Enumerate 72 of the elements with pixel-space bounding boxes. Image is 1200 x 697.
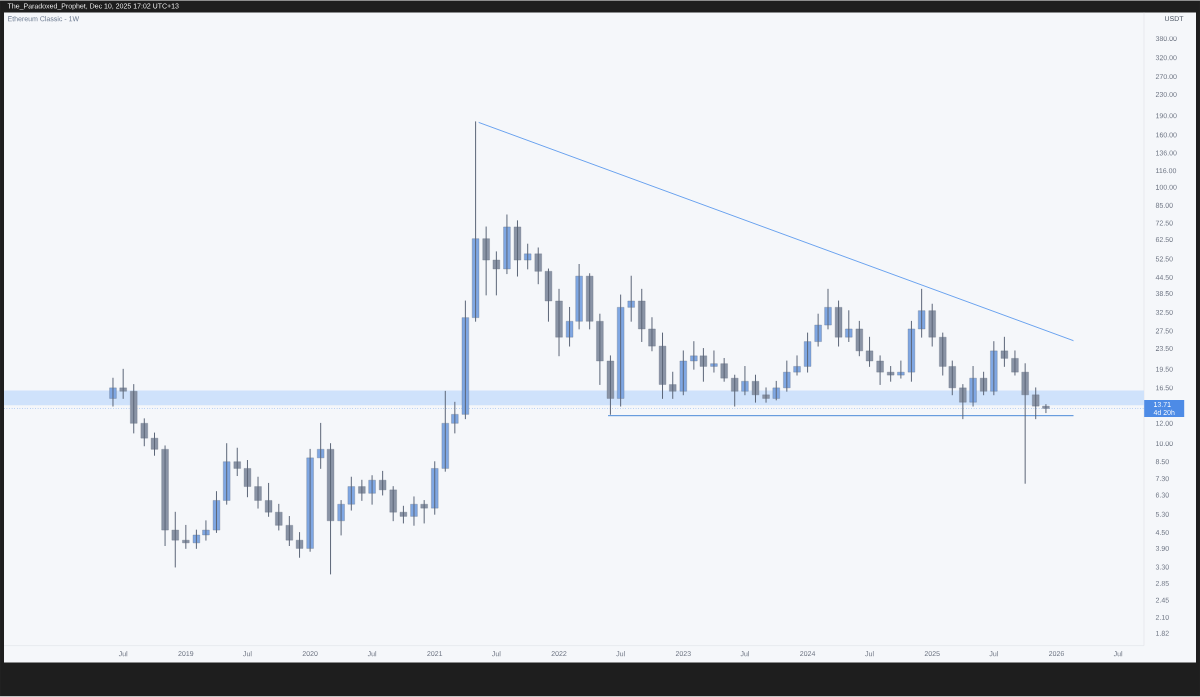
candlestick xyxy=(544,268,553,322)
candlestick xyxy=(793,355,801,376)
candlestick xyxy=(379,470,387,496)
candlestick xyxy=(990,341,998,396)
candlestick xyxy=(140,418,148,447)
candlestick xyxy=(658,332,667,400)
candlestick xyxy=(431,461,439,515)
candlestick xyxy=(897,360,905,379)
candlestick xyxy=(212,491,221,534)
candlestick xyxy=(389,486,397,522)
candlestick xyxy=(223,443,231,505)
candlestick xyxy=(285,516,293,547)
candlestick xyxy=(119,368,127,400)
candlestick xyxy=(202,520,210,541)
candlestick xyxy=(741,366,749,396)
candlestick xyxy=(275,503,283,531)
candlestick xyxy=(296,532,304,559)
candlestick xyxy=(855,320,863,357)
candlestick xyxy=(109,377,117,407)
candlestick xyxy=(887,366,895,383)
candlestick xyxy=(482,226,490,296)
candlestick xyxy=(1042,404,1050,414)
candlestick xyxy=(845,310,853,343)
candlestick xyxy=(710,350,718,373)
candlestick xyxy=(638,288,646,343)
candlestick xyxy=(451,401,459,434)
candlestick xyxy=(928,303,936,347)
candlestick xyxy=(399,505,407,524)
candlestick xyxy=(441,390,449,472)
candlestick xyxy=(1021,363,1029,485)
candlestick xyxy=(265,483,273,518)
candlestick xyxy=(606,355,614,416)
candlestick xyxy=(772,381,780,401)
candlestick xyxy=(1011,350,1019,376)
candlestick xyxy=(617,294,625,407)
candlestick xyxy=(492,251,500,296)
candlestick xyxy=(233,447,241,477)
candlestick xyxy=(534,247,542,285)
candlestick xyxy=(959,384,967,420)
candlestick xyxy=(182,525,190,550)
candlestick xyxy=(918,288,926,338)
candlestick xyxy=(358,479,366,502)
candlestick xyxy=(866,336,874,368)
candlestick xyxy=(243,460,252,498)
candlestick xyxy=(751,374,760,403)
candlestick xyxy=(461,300,469,420)
candlestick xyxy=(130,384,138,434)
candlestick xyxy=(679,350,687,396)
candlestick xyxy=(907,320,915,383)
candlestick xyxy=(627,275,635,322)
candlestick xyxy=(731,374,739,407)
candlestick xyxy=(472,121,480,322)
candlestick xyxy=(524,243,532,270)
candlestick xyxy=(762,387,770,403)
candlestick xyxy=(171,511,179,568)
candlestick xyxy=(192,529,200,550)
candlestick xyxy=(648,317,656,352)
candlestick xyxy=(150,432,159,457)
candlestick xyxy=(586,273,594,330)
candlestick xyxy=(420,500,428,524)
candlestick xyxy=(669,371,677,400)
candlestick xyxy=(783,360,791,392)
candlestick xyxy=(1000,336,1008,368)
candlestick xyxy=(347,476,355,511)
candlestick xyxy=(513,220,522,277)
candlestick xyxy=(804,332,812,373)
candlestick xyxy=(720,358,728,383)
candlestick xyxy=(814,313,822,347)
candlestick xyxy=(876,355,884,386)
candlestick xyxy=(1032,387,1040,420)
candlestick xyxy=(835,300,843,347)
candlestick xyxy=(980,371,988,396)
